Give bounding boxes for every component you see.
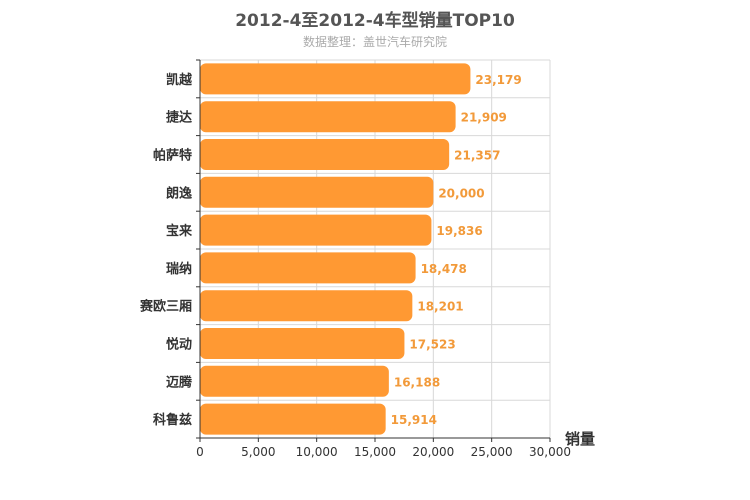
x-tick-label: 30,000 (529, 445, 571, 459)
data-label: 21,909 (461, 111, 507, 125)
chart-subtitle: 数据整理：盖世汽车研究院 (302, 35, 447, 49)
category-label: 朗逸 (166, 185, 192, 201)
x-tick-label: 15,000 (354, 445, 396, 459)
bar[interactable] (200, 365, 389, 397)
x-tick-label: 0 (196, 445, 204, 459)
x-tick-label: 10,000 (296, 445, 338, 459)
bar[interactable] (200, 328, 405, 359)
category-label: 宝来 (166, 223, 193, 239)
bar[interactable] (200, 403, 386, 435)
data-label: 16,188 (394, 375, 440, 389)
chart-title: 2012-4至2012-4车型销量TOP10 (235, 11, 515, 31)
data-label: 19,836 (436, 224, 482, 238)
category-label: 凯越 (166, 72, 193, 88)
data-label: 15,914 (391, 413, 437, 427)
bar[interactable] (200, 176, 434, 208)
category-label: 科鲁兹 (153, 412, 192, 428)
category-label: 悦动 (166, 337, 192, 353)
data-label: 18,201 (417, 300, 463, 314)
bar[interactable] (200, 101, 456, 133)
x-tick-label: 25,000 (471, 445, 513, 459)
category-label: 迈腾 (166, 374, 193, 390)
data-label: 18,478 (421, 262, 467, 276)
bar[interactable] (200, 63, 471, 95)
category-label: 帕萨特 (153, 148, 192, 164)
bar[interactable] (200, 290, 413, 322)
category-label: 捷达 (166, 110, 192, 126)
bar[interactable] (200, 214, 432, 246)
x-axis-unit-label: 销量 (565, 430, 595, 448)
data-label: 21,357 (454, 149, 500, 163)
bar[interactable] (200, 139, 450, 170)
data-label: 20,000 (438, 186, 484, 200)
x-tick-label: 20,000 (412, 445, 454, 459)
bar[interactable] (200, 252, 416, 284)
category-label: 赛欧三厢 (139, 299, 192, 315)
category-label: 瑞纳 (166, 261, 192, 277)
data-label: 17,523 (409, 338, 455, 352)
data-label: 23,179 (475, 73, 521, 87)
x-tick-label: 5,000 (241, 445, 275, 459)
